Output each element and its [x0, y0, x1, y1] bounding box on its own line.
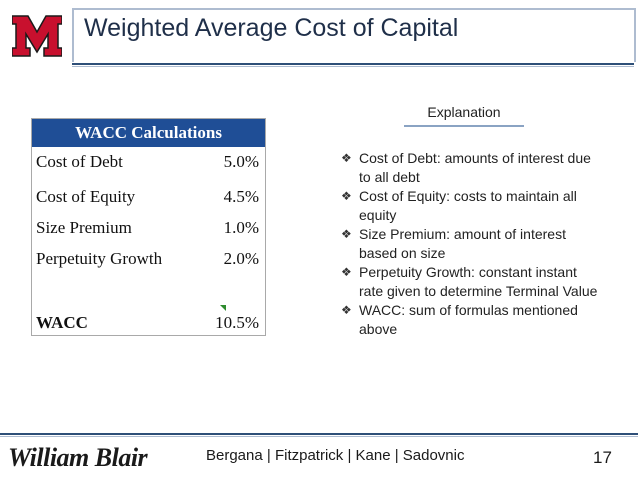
- table-row: Cost of Debt 5.0%: [34, 152, 259, 176]
- bullet-text: Cost of Equity: costs to maintain all eq…: [359, 188, 577, 223]
- page-title: Weighted Average Cost of Capital: [84, 14, 459, 42]
- bullet-text: Size Premium: amount of interest based o…: [359, 226, 566, 261]
- total-label: WACC: [36, 313, 88, 332]
- table-row: Size Premium 1.0%: [34, 218, 259, 242]
- row-label: Cost of Equity: [36, 187, 136, 206]
- diamond-bullet-icon: ❖: [341, 151, 352, 165]
- miami-m-logo: [12, 15, 62, 57]
- diamond-bullet-icon: ❖: [341, 303, 352, 317]
- list-item: ❖ Cost of Debt: amounts of interest due t…: [341, 149, 601, 187]
- diamond-bullet-icon: ❖: [341, 227, 352, 241]
- bullet-text: Perpetuity Growth: constant instant rate…: [359, 264, 598, 299]
- explanation-heading: Explanation: [427, 104, 501, 120]
- explanation-list: ❖ Cost of Debt: amounts of interest due t…: [341, 149, 601, 339]
- wacc-total-row: WACC 10.5%: [34, 313, 259, 337]
- list-item: ❖ Cost of Equity: costs to maintain all e…: [341, 187, 601, 225]
- bullet-text: Cost of Debt: amounts of interest due to…: [359, 150, 591, 185]
- explanation-underline: [404, 125, 524, 127]
- diamond-bullet-icon: ❖: [341, 265, 352, 279]
- wacc-table: WACC Calculations Cost of Debt 5.0% Cost…: [31, 118, 266, 336]
- title-frame: [72, 8, 636, 62]
- row-label: Size Premium: [36, 218, 132, 237]
- diamond-bullet-icon: ❖: [341, 189, 352, 203]
- row-label: Perpetuity Growth: [36, 249, 163, 268]
- header-rule: [72, 63, 634, 65]
- header-rule-thin: [72, 66, 634, 67]
- footer-authors: Bergana | Fitzpatrick | Kane | Sadovnic: [206, 447, 465, 464]
- row-value: 1.0%: [223, 218, 259, 237]
- row-value: 2.0%: [223, 249, 259, 268]
- row-label: Cost of Debt: [36, 152, 123, 171]
- list-item: ❖ Perpetuity Growth: constant instant rat…: [341, 263, 601, 301]
- table-row: Perpetuity Growth 2.0%: [34, 249, 259, 273]
- page-number: 17: [593, 448, 612, 467]
- list-item: ❖ Size Premium: amount of interest based …: [341, 225, 601, 263]
- bullet-text: WACC: sum of formulas mentioned above: [359, 302, 578, 337]
- cell-comment-flag: [220, 305, 226, 311]
- footer-rule: [0, 433, 638, 435]
- row-value: 4.5%: [223, 187, 259, 206]
- wacc-table-heading: WACC Calculations: [32, 119, 265, 147]
- footer-rule-thin: [0, 436, 638, 437]
- total-value: 10.5%: [215, 313, 259, 332]
- list-item: ❖ WACC: sum of formulas mentioned above: [341, 301, 601, 339]
- william-blair-logo: William Blair: [8, 443, 148, 472]
- table-row: Cost of Equity 4.5%: [34, 187, 259, 211]
- row-value: 5.0%: [223, 152, 259, 171]
